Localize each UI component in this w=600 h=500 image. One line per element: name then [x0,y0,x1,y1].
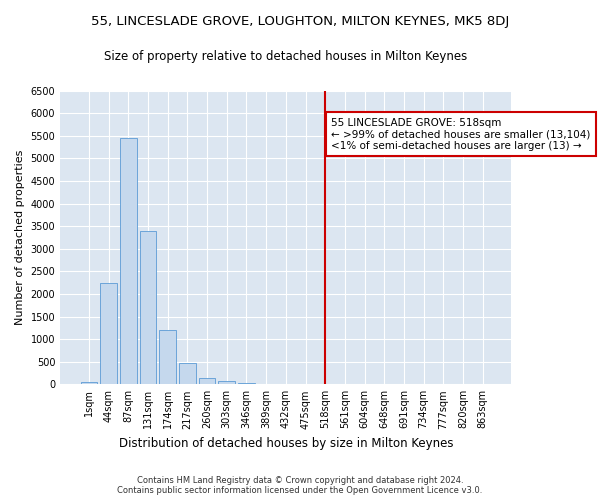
Text: 55 LINCESLADE GROVE: 518sqm
← >99% of detached houses are smaller (13,104)
<1% o: 55 LINCESLADE GROVE: 518sqm ← >99% of de… [331,118,590,151]
Text: 55, LINCESLADE GROVE, LOUGHTON, MILTON KEYNES, MK5 8DJ: 55, LINCESLADE GROVE, LOUGHTON, MILTON K… [91,15,509,28]
Title: Size of property relative to detached houses in Milton Keynes: Size of property relative to detached ho… [104,50,467,63]
Bar [179,363,196,384]
Bar [120,138,137,384]
Text: Contains HM Land Registry data © Crown copyright and database right 2024.
Contai: Contains HM Land Registry data © Crown c… [118,476,482,495]
Bar [199,378,215,384]
Bar [160,330,176,384]
Bar [100,282,117,384]
Y-axis label: Number of detached properties: Number of detached properties [15,150,25,325]
Bar [140,230,157,384]
Bar [218,380,235,384]
X-axis label: Distribution of detached houses by size in Milton Keynes: Distribution of detached houses by size … [119,437,453,450]
Bar [238,383,255,384]
Bar [80,382,97,384]
